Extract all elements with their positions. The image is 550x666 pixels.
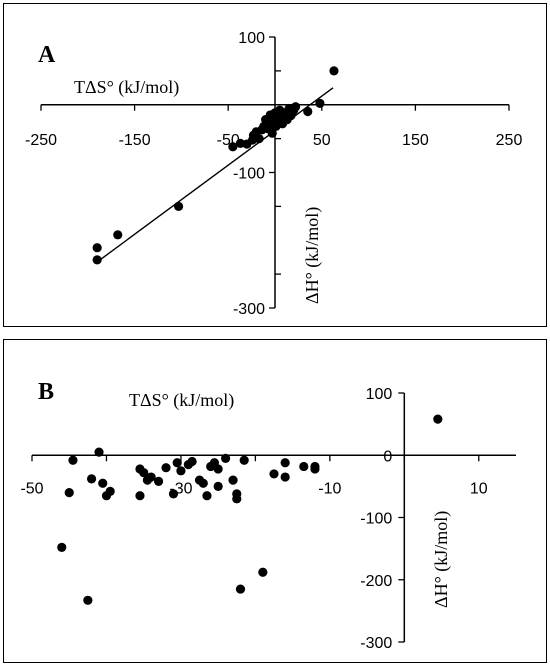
data-point-a (303, 106, 313, 117)
data-point-a (113, 230, 123, 240)
x-tick-label-a: 50 (313, 132, 331, 149)
panel-letter-a: A (38, 42, 56, 68)
y-tick-label-a: -300 (233, 301, 265, 318)
data-point-b (98, 478, 108, 488)
data-point-b (269, 469, 279, 479)
data-point-b (139, 468, 149, 478)
data-point-b (228, 475, 238, 485)
data-point-b (187, 456, 197, 467)
data-point-a (92, 255, 102, 265)
y-tick-label-a: 100 (238, 30, 265, 47)
y-tick-labels-a: 100 -100 -300 (233, 30, 275, 318)
y-axis-label-b: ΔH° (kJ/mol) (431, 511, 452, 608)
x-tick-label-a: 150 (402, 132, 429, 149)
x-tick-label-b: -10 (318, 480, 341, 497)
data-point-b (57, 542, 67, 552)
data-point-b (258, 567, 268, 577)
data-point-b (198, 478, 208, 488)
chart-a-svg: A TΔS° (kJ/mol) -250 -150 -50 50 150 250 100-… (25, 30, 523, 318)
x-tick-label-a: -150 (119, 132, 151, 149)
data-point-b (280, 458, 290, 468)
data-point-b (86, 474, 97, 484)
x-tick-label-a: 250 (496, 132, 523, 149)
y-tick-label-b: -300 (360, 635, 392, 652)
data-point-b (168, 489, 179, 499)
data-point-b (213, 481, 223, 491)
data-point-b (105, 486, 115, 496)
data-point-b (68, 455, 78, 465)
panel-letter-b: B (38, 379, 54, 405)
data-point-a (267, 128, 277, 138)
data-point-b (221, 453, 231, 463)
y-tick-label-b: -100 (360, 511, 392, 528)
data-point-b (146, 472, 156, 482)
data-point-a (290, 102, 301, 112)
data-point-b (280, 472, 290, 482)
data-points-a (92, 66, 339, 265)
data-point-b (239, 455, 249, 465)
data-point-b (135, 491, 145, 501)
y-tick-labels-b: 100 0 -100 -200 -300 (360, 386, 405, 652)
x-axis-label-b: TΔS° (kJ/mol) (129, 390, 234, 411)
data-point-b (94, 447, 104, 457)
x-axis-label-a: TΔS° (kJ/mol) (74, 77, 179, 98)
data-point-a (173, 201, 184, 211)
chart-b-svg: B TΔS° (kJ/mol) -50 -30 -10 10 1000-100-200… (20, 379, 516, 652)
chart-panel-b: B TΔS° (kJ/mol) -50 -30 -10 10 100 0 -100 -200… (3, 339, 547, 663)
data-point-a (92, 243, 102, 253)
data-point-b (433, 414, 443, 424)
data-point-a (254, 134, 264, 144)
data-point-a (329, 66, 339, 76)
x-ticks-b: -50 -30 -10 10 (20, 455, 488, 497)
x-tick-label-b: -50 (20, 480, 43, 497)
y-tick-label-b: 0 (383, 448, 392, 465)
data-point-b (153, 476, 164, 486)
data-point-b (161, 463, 171, 473)
data-point-b (213, 464, 223, 474)
y-axis-label-a: ΔH° (kJ/mol) (302, 207, 323, 304)
data-point-a (315, 98, 325, 108)
y-tick-label-b: 100 (366, 386, 393, 403)
data-point-b (172, 458, 182, 468)
trendline-a (98, 87, 334, 262)
y-ticks-a (275, 70, 281, 275)
chart-panel-a: A TΔS° (kJ/mol) -250 -150 -50 50 150 250 100-… (3, 3, 547, 327)
data-point-b (83, 595, 93, 605)
data-point-b (176, 466, 186, 476)
y-tick-label-a: -100 (233, 166, 265, 183)
y-tick-label-b: -200 (360, 573, 392, 590)
data-point-b (202, 491, 212, 501)
data-point-b (232, 489, 242, 499)
data-point-a (228, 142, 238, 152)
data-point-b (64, 488, 74, 498)
data-point-b (299, 461, 309, 472)
data-points-b (57, 414, 443, 605)
data-point-b (235, 584, 246, 594)
data-point-b (310, 461, 320, 472)
x-tick-label-b: 10 (470, 480, 488, 497)
x-tick-label-a: -250 (25, 132, 57, 149)
